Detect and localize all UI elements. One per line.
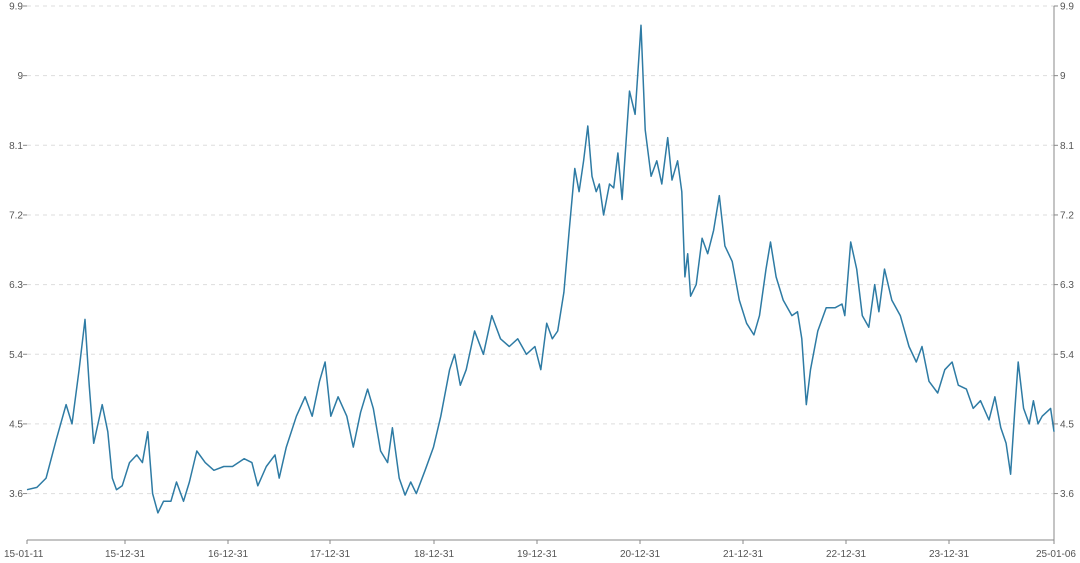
y-tick-label-right: 9.9 bbox=[1060, 2, 1074, 13]
y-tick-label-right: 9 bbox=[1060, 71, 1066, 82]
x-tick-label: 17-12-31 bbox=[310, 549, 350, 560]
y-tick-label-left: 3.6 bbox=[9, 489, 23, 500]
y-tick-label-left: 6.3 bbox=[9, 280, 23, 291]
y-tick-label-left: 9.9 bbox=[9, 2, 23, 13]
axes bbox=[27, 6, 1055, 541]
y-tick-label-right: 5.4 bbox=[1060, 350, 1074, 361]
x-tick-label: 18-12-31 bbox=[414, 549, 454, 560]
series-layer bbox=[26, 24, 1055, 514]
tick-labels: 3.6 3.6 4.5 4.5 5.4 5.4 6.3 6.3 7.2 7.2 8.1 8.1 9 9 9.… bbox=[4, 2, 1076, 561]
y-tick-label-left: 8.1 bbox=[9, 141, 23, 152]
y-tick-label-right: 4.5 bbox=[1060, 419, 1074, 430]
y-tick-label-right: 8.1 bbox=[1060, 141, 1074, 152]
x-tick-label: 19-12-31 bbox=[517, 549, 557, 560]
x-tick-label: 25-01-06 bbox=[1036, 549, 1076, 560]
x-tick-label: 20-12-31 bbox=[620, 549, 660, 560]
x-tick-label: 21-12-31 bbox=[723, 549, 763, 560]
y-tick-label-left: 5.4 bbox=[9, 350, 23, 361]
gridlines bbox=[27, 5, 1054, 495]
y-tick-label-left: 7.2 bbox=[9, 210, 23, 221]
x-tick-label: 15-12-31 bbox=[105, 549, 145, 560]
y-tick-label-left: 9 bbox=[17, 71, 23, 82]
y-tick-label-right: 7.2 bbox=[1060, 210, 1074, 221]
x-tick-label: 22-12-31 bbox=[826, 549, 866, 560]
series-line bbox=[26, 24, 1055, 514]
x-tick-label: 23-12-31 bbox=[929, 549, 969, 560]
y-tick-label-left: 4.5 bbox=[9, 419, 23, 430]
x-tick-label: 16-12-31 bbox=[208, 549, 248, 560]
x-tick-label: 15-01-11 bbox=[4, 549, 44, 560]
y-tick-label-right: 6.3 bbox=[1060, 280, 1074, 291]
y-tick-label-right: 3.6 bbox=[1060, 489, 1074, 500]
